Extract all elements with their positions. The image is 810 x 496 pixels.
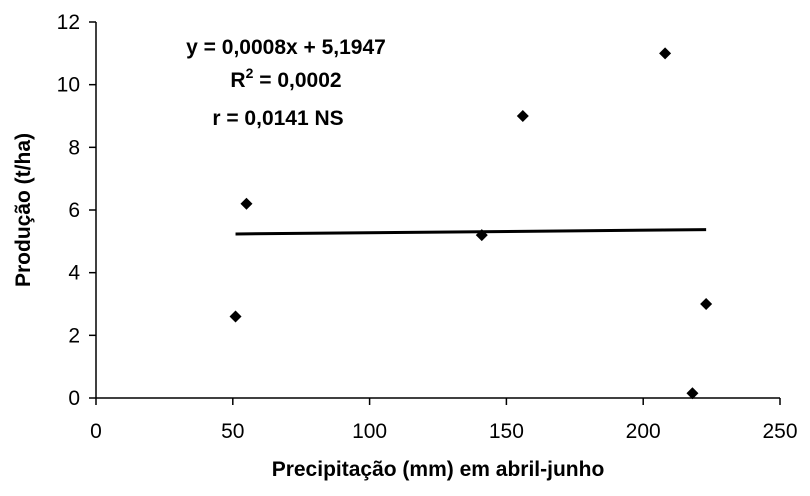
x-tick-label: 0 (90, 420, 102, 443)
y-tick-label: 8 (68, 136, 80, 159)
x-tick-label: 200 (626, 420, 661, 443)
y-axis-title: Produção (t/ha) (12, 133, 35, 287)
data-points (229, 47, 713, 400)
y-tick-label: 12 (57, 11, 80, 34)
x-tick-label: 50 (221, 420, 244, 443)
y-tick-label: 6 (68, 199, 80, 222)
r-squared-value: = 0,0002 (253, 69, 341, 92)
y-tick-label: 10 (57, 74, 80, 97)
r-annotation: r = 0,0141 NS (212, 107, 343, 130)
data-point (686, 387, 699, 400)
y-tick-label: 2 (68, 324, 80, 347)
data-point (475, 229, 488, 242)
r-squared-superscript: 2 (246, 65, 254, 81)
x-tick-label: 250 (762, 420, 797, 443)
trendline-layer (235, 228, 707, 236)
trendline (235, 228, 707, 236)
y-tick-label: 0 (68, 387, 80, 410)
y-tick-label: 4 (68, 262, 80, 285)
r-squared-annotation: R2 = 0,0002 (230, 65, 341, 92)
x-tick-label: 150 (489, 420, 524, 443)
data-point (659, 47, 672, 60)
r-squared-prefix: R (230, 69, 245, 92)
equation-annotation: y = 0,0008x + 5,1947 (186, 36, 386, 59)
data-point (700, 298, 713, 310)
x-tick-label: 100 (352, 420, 387, 443)
data-point (229, 310, 242, 323)
data-point (516, 110, 529, 122)
x-ticks: 0 50 100 150 200 250 (90, 398, 798, 443)
x-axis-title: Precipitação (mm) em abril-junho (272, 458, 605, 481)
y-ticks: 0 2 4 6 8 10 12 (57, 11, 96, 410)
data-point (240, 197, 253, 210)
